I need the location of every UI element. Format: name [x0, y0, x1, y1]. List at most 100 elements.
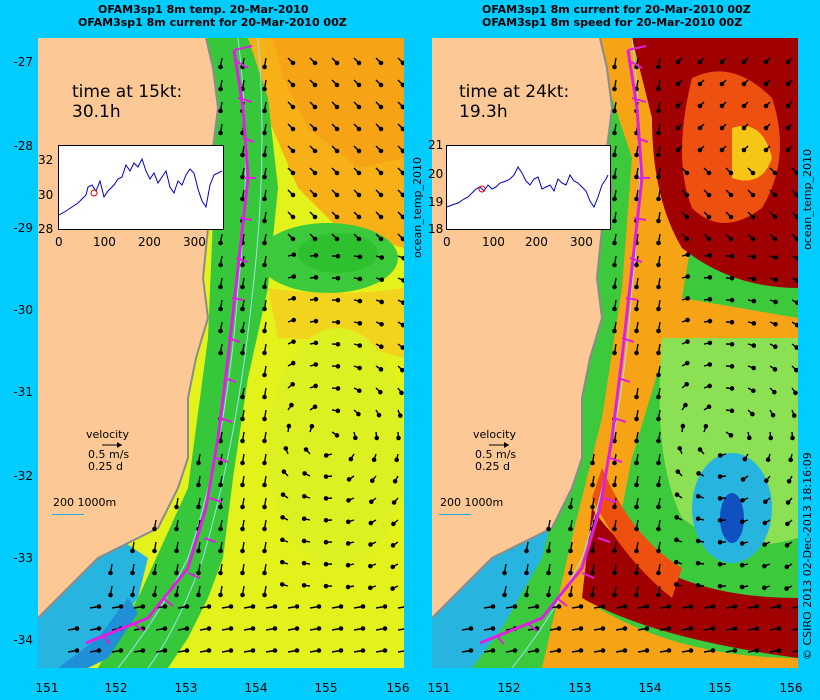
current-vector-head: [218, 570, 223, 576]
current-vector-head: [656, 86, 661, 92]
current-vector-head: [218, 108, 223, 114]
y-tick-27: -27: [13, 55, 33, 69]
current-vector-head: [717, 539, 723, 545]
velocity-speed: 0.5 m/s: [475, 448, 517, 461]
current-vector-head: [174, 570, 179, 576]
current-vector-head: [684, 360, 690, 366]
current-vector-head: [240, 548, 245, 554]
right-inset-ytick: 18: [428, 222, 444, 236]
current-vector-head: [622, 626, 628, 631]
current-vector-head: [74, 648, 80, 653]
current-vector-head: [313, 253, 319, 258]
current-vector-head: [634, 438, 639, 444]
current-vector-head: [335, 275, 341, 281]
current-vector-head: [367, 585, 373, 591]
current-vector: [397, 650, 404, 653]
current-vector-head: [795, 255, 798, 261]
current-vector-head: [666, 604, 672, 609]
current-vector-head: [240, 438, 245, 444]
right-inset-ytick: 21: [428, 138, 444, 152]
current-vector-head: [697, 59, 703, 65]
current-vector-head: [312, 148, 318, 154]
current-vector-head: [240, 592, 245, 598]
current-vector-head: [390, 586, 395, 591]
current-vector-head: [568, 526, 573, 532]
current-vector-head: [240, 196, 245, 202]
current-vector-head: [634, 152, 639, 158]
current-vector-head: [644, 626, 650, 631]
current-vector-head: [346, 477, 352, 482]
x-tick-156: 156: [779, 681, 803, 695]
current-vector-head: [240, 328, 245, 334]
current-vector-head: [184, 648, 190, 653]
current-vector-head: [634, 284, 639, 290]
x-tick-153: 153: [174, 681, 198, 695]
current-vector-head: [334, 82, 340, 88]
current-vector-head: [280, 515, 285, 520]
current-vector-head: [546, 526, 551, 532]
current-vector-head: [578, 626, 584, 631]
current-vector-head: [695, 516, 701, 522]
current-vector-head: [356, 411, 361, 417]
current-vector-head: [761, 585, 767, 591]
current-vector-head: [512, 648, 518, 653]
current-vector-head: [184, 604, 190, 609]
current-vector-head: [338, 648, 344, 653]
current-vector-head: [228, 626, 234, 631]
current-vector-head: [283, 446, 289, 451]
current-vector-head: [294, 604, 300, 609]
current-vector-head: [656, 570, 661, 576]
current-vector-head: [196, 592, 201, 598]
current-vector-head: [394, 457, 399, 463]
current-vector-head: [710, 626, 716, 631]
current-vector-head: [206, 648, 212, 653]
current-vector-head: [108, 570, 113, 576]
current-vector-head: [656, 460, 661, 466]
current-vector-head: [335, 297, 341, 303]
current-vector-head: [392, 478, 398, 484]
current-vector-head: [634, 350, 639, 356]
current-vector-head: [729, 341, 735, 347]
current-vector-head: [706, 192, 712, 198]
current-vector-head: [634, 526, 639, 532]
current-vector-head: [262, 394, 267, 400]
current-vector-head: [290, 360, 296, 366]
current-vector-head: [369, 499, 374, 505]
x-tick-152: 152: [104, 681, 128, 695]
current-vector-head: [290, 126, 296, 132]
current-vector-head: [502, 570, 507, 576]
current-vector-head: [301, 560, 307, 566]
left-depth-legend: 200 1000m: [53, 496, 117, 509]
current-vector-head: [634, 394, 639, 400]
current-vector-head: [313, 318, 319, 324]
current-vector-head: [794, 367, 798, 373]
current-vector-head: [732, 626, 738, 631]
current-vector-head: [279, 559, 285, 565]
current-vector-head: [794, 214, 798, 220]
current-vector-head: [294, 648, 300, 653]
current-vector-head: [96, 626, 102, 631]
current-vector-head: [612, 130, 617, 136]
current-vector-head: [218, 350, 223, 356]
current-vector-head: [356, 148, 362, 154]
route-markers: [102, 45, 256, 645]
current-vector-head: [706, 404, 712, 410]
current-vector-head: [612, 86, 617, 92]
current-vector-head: [677, 446, 683, 451]
current-vector-head: [786, 478, 792, 484]
current-vector-head: [739, 584, 745, 590]
current-vector-head: [240, 394, 245, 400]
current-vector-head: [262, 196, 267, 202]
current-vector-head: [360, 626, 366, 631]
current-vector-head: [776, 604, 782, 609]
current-vector-head: [312, 404, 318, 410]
y-tick-34: -34: [13, 633, 33, 647]
current-vector-head: [368, 520, 374, 526]
left-title-line1: OFAM3sp1 8m temp. 20-Mar-2010: [98, 3, 309, 16]
current-vector-head: [250, 648, 256, 653]
current-vector-head: [763, 499, 768, 505]
current-vector-head: [785, 81, 791, 87]
current-vector-head: [656, 130, 661, 136]
current-vector-head: [345, 584, 351, 590]
left-inset-xtick: 100: [93, 235, 116, 249]
